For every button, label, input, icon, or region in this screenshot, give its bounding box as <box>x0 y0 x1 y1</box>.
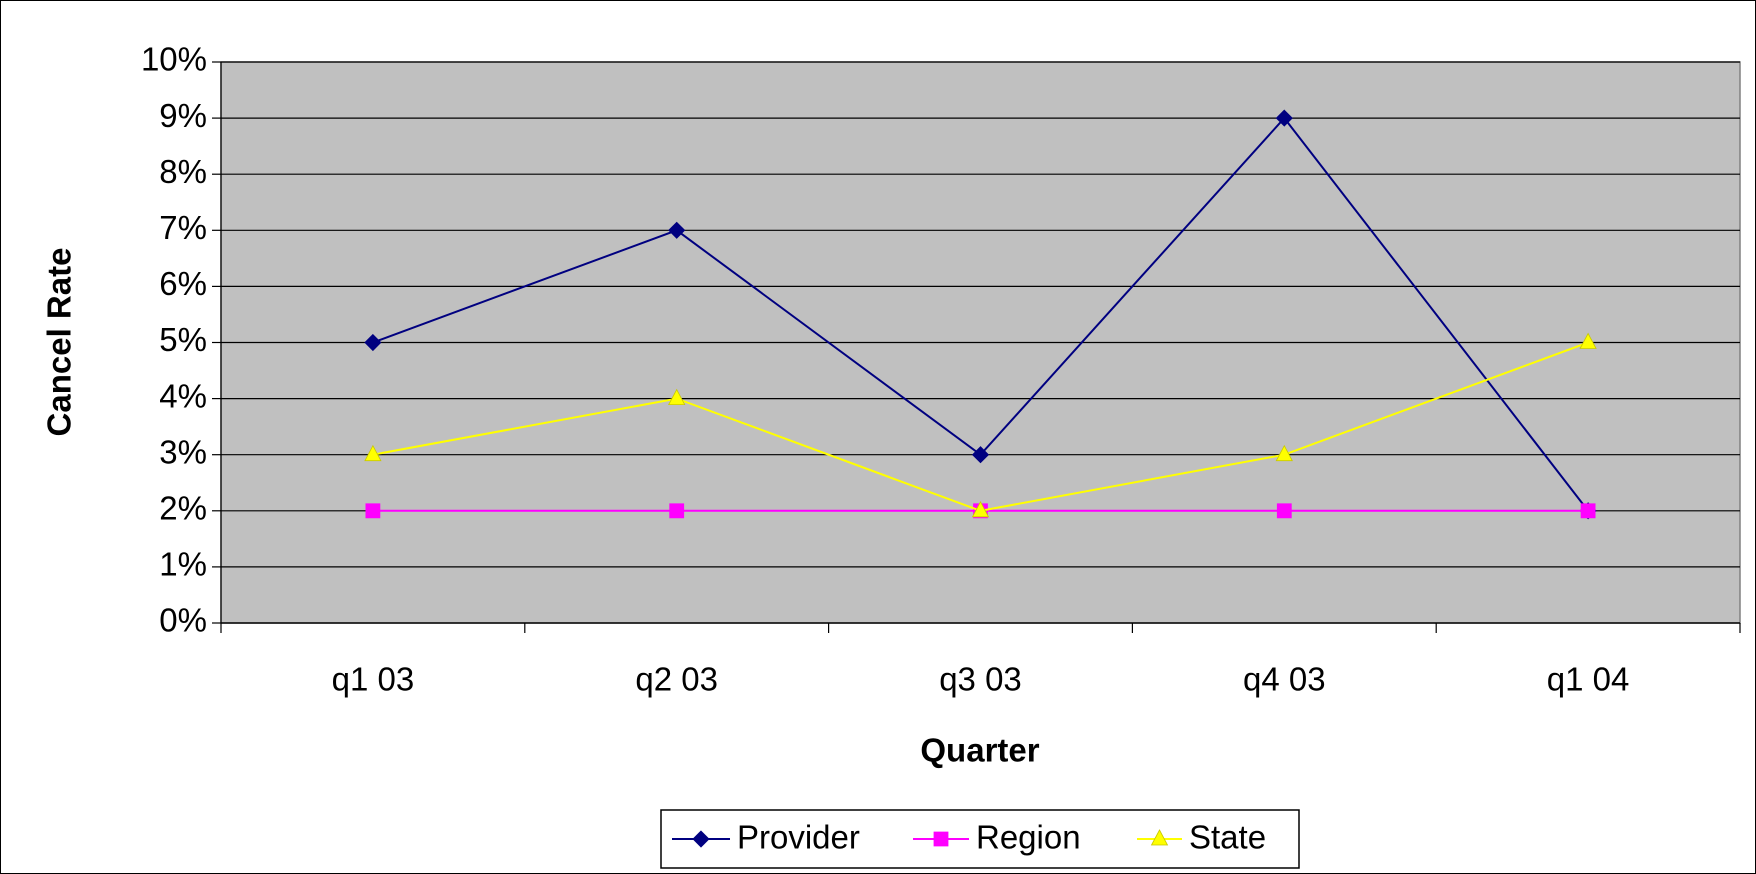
y-tick-label: 10% <box>141 41 207 78</box>
x-tick-label: q4 03 <box>1243 661 1326 698</box>
data-point <box>668 221 686 239</box>
y-tick-label: 9% <box>159 97 207 134</box>
x-tick-label: q2 03 <box>635 661 718 698</box>
legend-marker <box>933 831 949 847</box>
legend-label: State <box>1189 819 1266 856</box>
data-point <box>364 333 382 352</box>
legend-marker <box>1150 829 1169 846</box>
legend-label: Provider <box>737 819 860 856</box>
y-tick-label: 5% <box>159 321 207 358</box>
data-point <box>1580 503 1596 519</box>
y-tick-label: 7% <box>159 209 207 246</box>
data-point <box>1275 444 1293 462</box>
y-tick-label: 0% <box>159 602 207 639</box>
x-tick-label: q1 04 <box>1547 661 1630 698</box>
data-point <box>1276 503 1292 519</box>
data-point <box>971 500 990 518</box>
data-point <box>668 388 686 405</box>
legend-box <box>660 809 1300 869</box>
legend-marker <box>692 830 710 848</box>
y-tick-label: 3% <box>159 433 207 470</box>
x-tick-label: q3 03 <box>939 661 1022 698</box>
x-axis-title: Quarter <box>920 732 1039 769</box>
data-point <box>365 503 381 519</box>
y-tick-label: 6% <box>159 265 207 302</box>
legend-label: Region <box>976 819 1081 856</box>
x-tick-label: q1 03 <box>332 661 415 698</box>
data-point <box>1275 109 1293 127</box>
y-tick-label: 4% <box>159 377 207 414</box>
data-point <box>364 444 382 462</box>
data-point <box>669 503 685 519</box>
y-tick-label: 8% <box>159 153 207 190</box>
y-tick-label: 1% <box>159 546 207 583</box>
data-point <box>1579 332 1597 349</box>
y-axis-title: Cancel Rate <box>41 248 78 437</box>
data-point <box>971 446 990 464</box>
y-tick-label: 2% <box>159 490 207 527</box>
